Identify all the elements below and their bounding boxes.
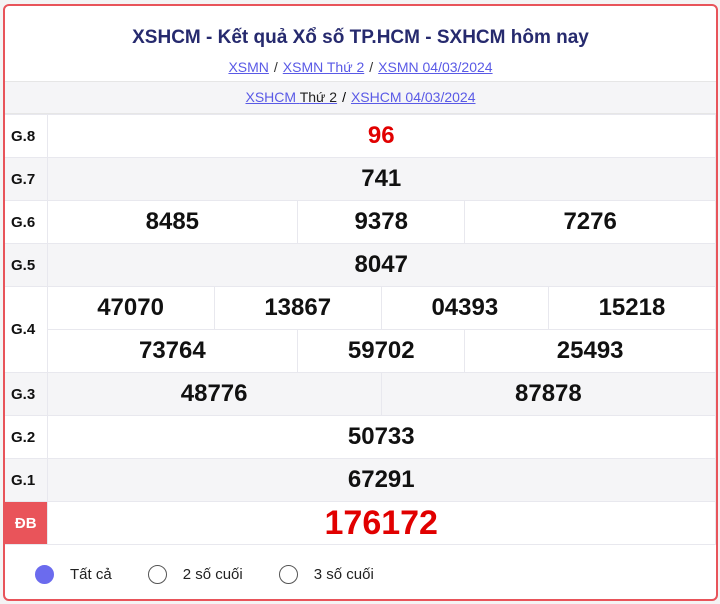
prize-number: 15218 bbox=[547, 286, 716, 330]
breadcrumb-xsmn-date[interactable]: XSMN 04/03/2024 bbox=[378, 59, 493, 75]
prize-label: G.2 bbox=[5, 415, 48, 459]
filter-label: 3 số cuối bbox=[313, 565, 374, 583]
breadcrumb-xsmn[interactable]: XSMN bbox=[228, 59, 269, 75]
link-xshcm-date[interactable]: XSHCM 04/03/2024 bbox=[350, 89, 476, 105]
prize-number: 25493 bbox=[464, 329, 716, 373]
row-g1: G.1 67291 bbox=[5, 458, 716, 502]
prize-number: 13867 bbox=[213, 286, 382, 330]
row-g6: G.6 8485 9378 7276 bbox=[5, 200, 716, 244]
digit-filter: Tất cả 2 số cuối 3 số cuối bbox=[5, 545, 716, 599]
prize-number: 8485 bbox=[46, 200, 299, 244]
prize-number: 48776 bbox=[46, 372, 382, 416]
prize-label: G.4 bbox=[5, 286, 48, 373]
filter-3-digits[interactable]: 3 số cuối bbox=[278, 564, 374, 584]
filter-all[interactable]: Tất cả bbox=[35, 564, 112, 584]
results-table: G.8 96 G.7 741 G.6 8485 9378 7276 G.5 8047 G.4… bbox=[5, 114, 716, 545]
sub-nav: XSHCM Thứ 2/XSHCM 04/03/2024 bbox=[5, 82, 716, 114]
separator: / bbox=[369, 59, 374, 75]
row-g7: G.7 741 bbox=[5, 157, 716, 201]
filter-label: 2 số cuối bbox=[182, 565, 243, 583]
radio-icon[interactable] bbox=[147, 564, 167, 584]
prize-number: 50733 bbox=[46, 415, 716, 459]
prize-label: G.5 bbox=[5, 243, 48, 287]
special-prize-number: 176172 bbox=[46, 501, 716, 545]
row-g5: G.5 8047 bbox=[5, 243, 716, 287]
breadcrumb-xsmn-thu2[interactable]: XSMN Thứ 2 bbox=[282, 59, 365, 75]
row-g4: G.4 47070 13867 04393 15218 bbox=[5, 286, 716, 373]
radio-icon[interactable] bbox=[278, 564, 298, 584]
prize-label: G.1 bbox=[5, 458, 48, 502]
row-g2: G.2 50733 bbox=[5, 415, 716, 459]
prize-number: 47070 bbox=[46, 286, 215, 330]
link-part: XSHCM bbox=[245, 89, 297, 105]
prize-number: 741 bbox=[46, 157, 716, 201]
prize-number: 87878 bbox=[380, 372, 716, 416]
link-part: Thứ 2 bbox=[299, 89, 338, 105]
prize-number: 59702 bbox=[297, 329, 466, 373]
prize-label: G.8 bbox=[5, 114, 48, 158]
prize-number: 73764 bbox=[46, 329, 299, 373]
row-g4b: 73764 59702 25493 bbox=[5, 329, 716, 373]
prize-number: 04393 bbox=[380, 286, 549, 330]
prize-number: 7276 bbox=[464, 200, 716, 244]
filter-label: Tất cả bbox=[70, 565, 112, 583]
prize-number: 9378 bbox=[297, 200, 466, 244]
separator: / bbox=[273, 59, 278, 75]
row-g8: G.8 96 bbox=[5, 114, 716, 158]
breadcrumb: XSMN / XSMN Thứ 2/XSMN 04/03/2024 bbox=[5, 59, 716, 75]
link-xshcm-thu2[interactable]: XSHCM Thứ 2 bbox=[245, 89, 337, 105]
header: XSHCM - Kết quả Xổ số TP.HCM - SXHCM hôm… bbox=[5, 6, 716, 82]
prize-label: G.7 bbox=[5, 157, 48, 201]
special-prize-label: ĐB bbox=[5, 501, 48, 545]
row-db: ĐB 176172 bbox=[5, 501, 716, 545]
row-g3: G.3 48776 87878 bbox=[5, 372, 716, 416]
radio-selected-icon[interactable] bbox=[35, 564, 54, 584]
prize-number: 8047 bbox=[46, 243, 716, 287]
prize-number: 96 bbox=[46, 114, 716, 158]
prize-number: 67291 bbox=[46, 458, 716, 502]
prize-label: G.6 bbox=[5, 200, 48, 244]
page-title: XSHCM - Kết quả Xổ số TP.HCM - SXHCM hôm… bbox=[132, 27, 589, 48]
filter-2-digits[interactable]: 2 số cuối bbox=[147, 564, 243, 584]
prize-label: G.3 bbox=[5, 372, 48, 416]
separator: / bbox=[342, 89, 346, 105]
results-card: XSHCM - Kết quả Xổ số TP.HCM - SXHCM hôm… bbox=[3, 4, 718, 601]
